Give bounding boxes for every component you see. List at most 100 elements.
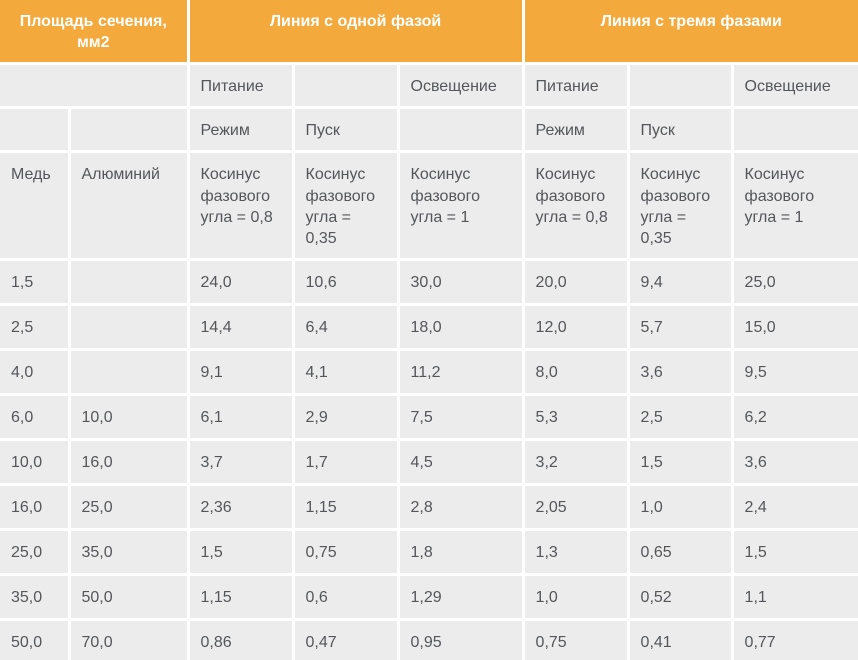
subheader-row-mode: Режим Пуск Режим Пуск xyxy=(0,107,858,154)
data-cell: 30,0 xyxy=(398,259,525,306)
data-cell: 14,4 xyxy=(188,304,295,351)
data-cell: 1,5 xyxy=(0,259,71,306)
data-cell: 2,4 xyxy=(732,484,858,531)
data-cell: 9,4 xyxy=(628,259,734,306)
data-cell: 0,47 xyxy=(293,619,400,660)
data-cell: 2,5 xyxy=(0,304,71,351)
table-row: 50,0 70,0 0,86 0,47 0,95 0,75 0,41 0,77 xyxy=(0,619,858,660)
data-cell: 24,0 xyxy=(188,259,295,306)
subheader-cell: Освещение xyxy=(398,63,525,110)
data-cell: 1,15 xyxy=(293,484,400,531)
data-cell: 3,2 xyxy=(523,439,630,486)
data-cell: 11,2 xyxy=(398,349,525,396)
data-cell: 6,4 xyxy=(293,304,400,351)
data-cell: 9,5 xyxy=(732,349,858,396)
data-cell: 2,05 xyxy=(523,484,630,531)
data-cell: 1,5 xyxy=(628,439,734,486)
data-cell: 1,3 xyxy=(523,529,630,576)
data-cell: 50,0 xyxy=(0,619,71,660)
empty-cell xyxy=(69,107,190,154)
subheader-cell xyxy=(628,63,734,110)
data-cell: 2,8 xyxy=(398,484,525,531)
data-cell: 1,0 xyxy=(523,574,630,621)
table-row: 2,5 14,4 6,4 18,0 12,0 5,7 15,0 xyxy=(0,304,858,351)
data-cell: 50,0 xyxy=(69,574,190,621)
data-cell: 20,0 xyxy=(523,259,630,306)
data-cell: 10,0 xyxy=(0,439,71,486)
data-cell: 6,2 xyxy=(732,394,858,441)
group-header-single-phase: Линия с одной фазой xyxy=(188,0,525,66)
data-cell: 0,65 xyxy=(628,529,734,576)
subheader-cell-cosine: Косинус фазового угла = 0,8 xyxy=(188,151,295,261)
table-row: 10,0 16,0 3,7 1,7 4,5 3,2 1,5 3,6 xyxy=(0,439,858,486)
subheader-cell: Питание xyxy=(523,63,630,110)
subheader-cell-aluminum: Алюминий xyxy=(69,151,190,261)
data-cell: 1,15 xyxy=(188,574,295,621)
data-cell: 5,3 xyxy=(523,394,630,441)
data-cell: 16,0 xyxy=(0,484,71,531)
subheader-cell: Освещение xyxy=(732,63,858,110)
data-cell: 0,75 xyxy=(523,619,630,660)
data-cell: 10,6 xyxy=(293,259,400,306)
data-cell: 5,7 xyxy=(628,304,734,351)
subheader-cell: Питание xyxy=(188,63,295,110)
data-cell: 1,29 xyxy=(398,574,525,621)
table-row: 1,5 24,0 10,6 30,0 20,0 9,4 25,0 xyxy=(0,259,858,306)
data-cell: 0,86 xyxy=(188,619,295,660)
data-cell: 9,1 xyxy=(188,349,295,396)
subheader-cell xyxy=(293,63,400,110)
data-cell: 4,5 xyxy=(398,439,525,486)
data-cell: 4,1 xyxy=(293,349,400,396)
data-cell xyxy=(69,304,190,351)
data-cell: 18,0 xyxy=(398,304,525,351)
data-cell xyxy=(69,349,190,396)
table-row: 16,0 25,0 2,36 1,15 2,8 2,05 1,0 2,4 xyxy=(0,484,858,531)
data-cell: 35,0 xyxy=(0,574,71,621)
data-cell: 25,0 xyxy=(0,529,71,576)
data-cell: 1,5 xyxy=(732,529,858,576)
data-cell: 16,0 xyxy=(69,439,190,486)
data-cell: 1,7 xyxy=(293,439,400,486)
table-row: 4,0 9,1 4,1 11,2 8,0 3,6 9,5 xyxy=(0,349,858,396)
data-cell: 2,9 xyxy=(293,394,400,441)
subheader-cell-cosine: Косинус фазового угла = 1 xyxy=(398,151,525,261)
data-cell: 1,8 xyxy=(398,529,525,576)
table-row: 35,0 50,0 1,15 0,6 1,29 1,0 0,52 1,1 xyxy=(0,574,858,621)
data-cell: 15,0 xyxy=(732,304,858,351)
empty-cell xyxy=(0,63,190,110)
subheader-cell xyxy=(732,107,858,154)
data-cell xyxy=(69,259,190,306)
data-cell: 0,77 xyxy=(732,619,858,660)
data-cell: 1,0 xyxy=(628,484,734,531)
data-cell: 0,52 xyxy=(628,574,734,621)
table-row: 25,0 35,0 1,5 0,75 1,8 1,3 0,65 1,5 xyxy=(0,529,858,576)
data-cell: 25,0 xyxy=(732,259,858,306)
subheader-cell-cosine: Косинус фазового угла = 0,35 xyxy=(628,151,734,261)
data-cell: 10,0 xyxy=(69,394,190,441)
subheader-row-cosine: Медь Алюминий Косинус фазового угла = 0,… xyxy=(0,151,858,261)
data-cell: 70,0 xyxy=(69,619,190,660)
data-cell: 1,1 xyxy=(732,574,858,621)
data-cell: 2,5 xyxy=(628,394,734,441)
subheader-cell: Пуск xyxy=(628,107,734,154)
data-cell: 35,0 xyxy=(69,529,190,576)
data-cell: 3,7 xyxy=(188,439,295,486)
data-cell: 4,0 xyxy=(0,349,71,396)
data-cell: 0,75 xyxy=(293,529,400,576)
data-cell: 0,41 xyxy=(628,619,734,660)
subheader-cell-cosine: Косинус фазового угла = 0,35 xyxy=(293,151,400,261)
data-cell: 3,6 xyxy=(732,439,858,486)
subheader-cell: Режим xyxy=(188,107,295,154)
subheader-cell-copper: Медь xyxy=(0,151,71,261)
subheader-cell-cosine: Косинус фазового угла = 0,8 xyxy=(523,151,630,261)
table-row: 6,0 10,0 6,1 2,9 7,5 5,3 2,5 6,2 xyxy=(0,394,858,441)
data-cell: 0,6 xyxy=(293,574,400,621)
data-cell: 3,6 xyxy=(628,349,734,396)
group-header-row: Площадь сечения, мм2 Линия с одной фазой… xyxy=(0,0,858,66)
subheader-cell-cosine: Косинус фазового угла = 1 xyxy=(732,151,858,261)
data-cell: 0,95 xyxy=(398,619,525,660)
data-cell: 7,5 xyxy=(398,394,525,441)
subheader-cell: Пуск xyxy=(293,107,400,154)
data-cell: 2,36 xyxy=(188,484,295,531)
